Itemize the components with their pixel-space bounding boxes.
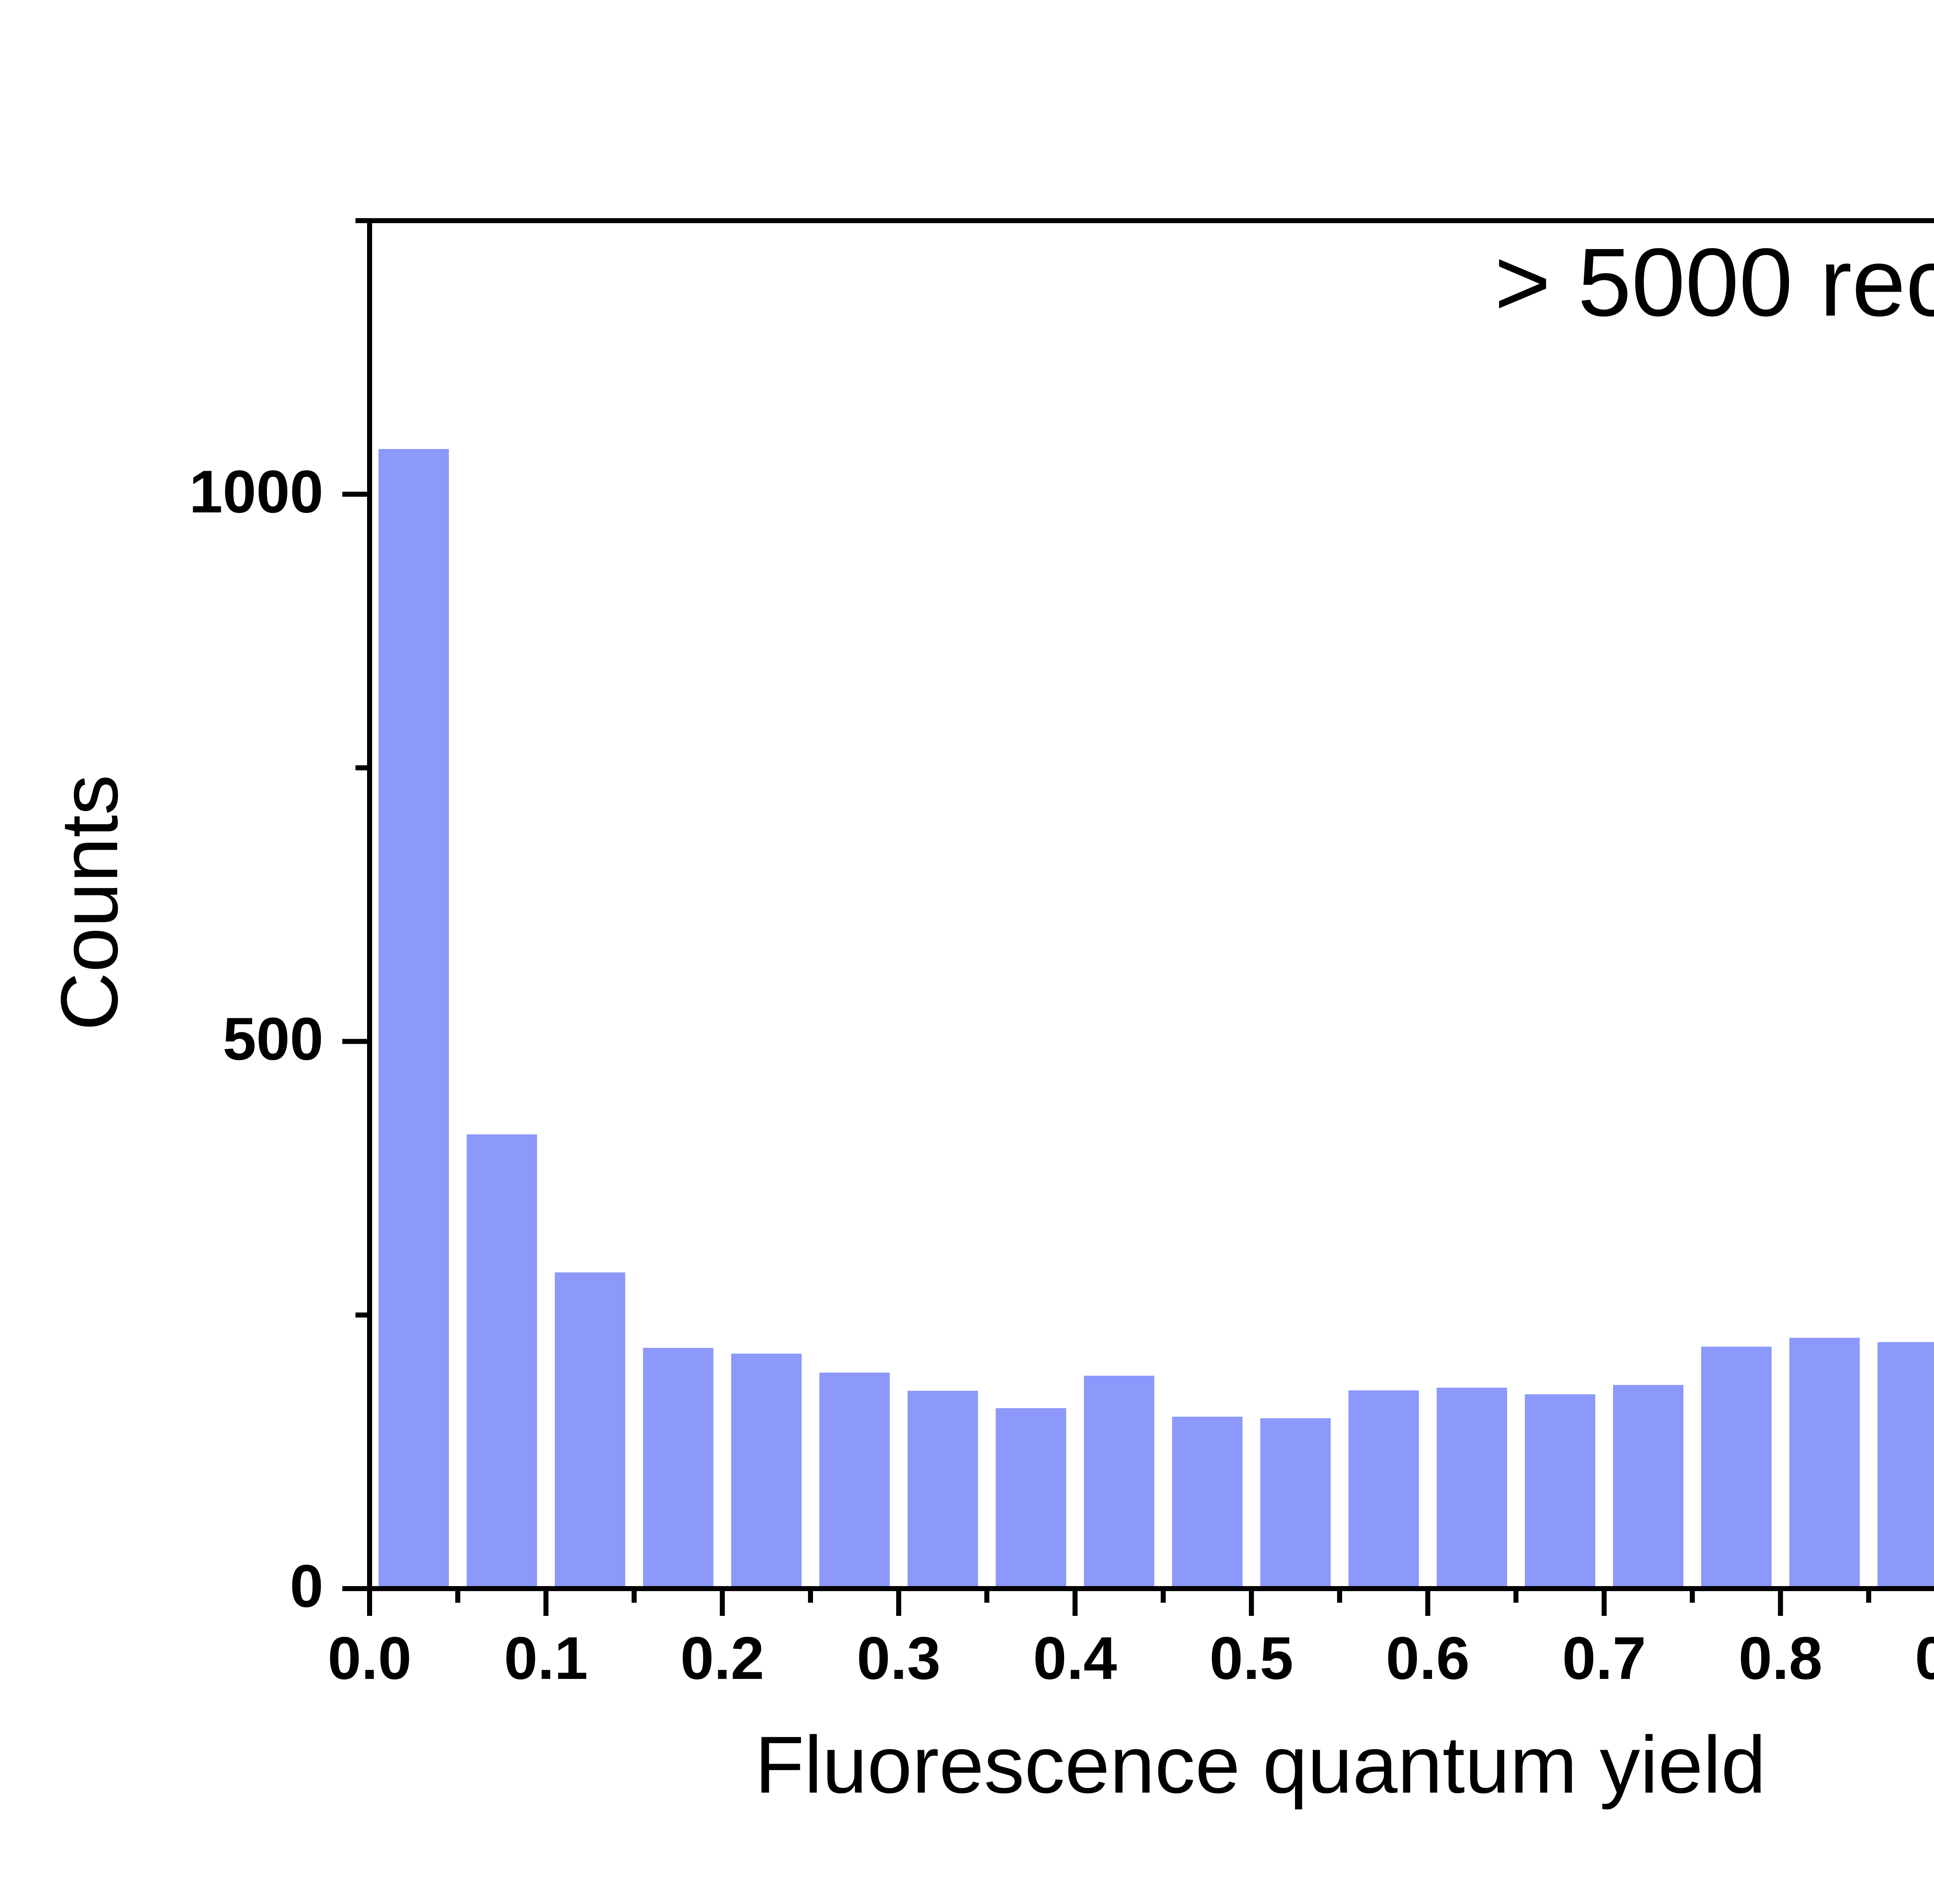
svg-text:0: 0 (290, 1553, 323, 1620)
svg-text:0.1: 0.1 (504, 1625, 588, 1692)
svg-text:0.2: 0.2 (680, 1625, 764, 1692)
svg-text:0.7: 0.7 (1562, 1625, 1646, 1692)
svg-text:0.4: 0.4 (1033, 1625, 1117, 1692)
svg-text:500: 500 (223, 1006, 323, 1073)
svg-text:0.5: 0.5 (1210, 1625, 1293, 1692)
svg-text:Counts: Counts (44, 775, 135, 1031)
svg-text:> 5000 records: > 5000 records (1494, 228, 1934, 336)
svg-text:0.3: 0.3 (857, 1625, 941, 1692)
svg-text:0.0: 0.0 (328, 1625, 412, 1692)
svg-text:Fluorescence quantum yield: Fluorescence quantum yield (755, 1720, 1766, 1810)
svg-text:0.8: 0.8 (1739, 1625, 1823, 1692)
svg-text:0.6: 0.6 (1386, 1625, 1470, 1692)
svg-text:0.9: 0.9 (1915, 1625, 1934, 1692)
svg-text:1000: 1000 (189, 458, 323, 526)
